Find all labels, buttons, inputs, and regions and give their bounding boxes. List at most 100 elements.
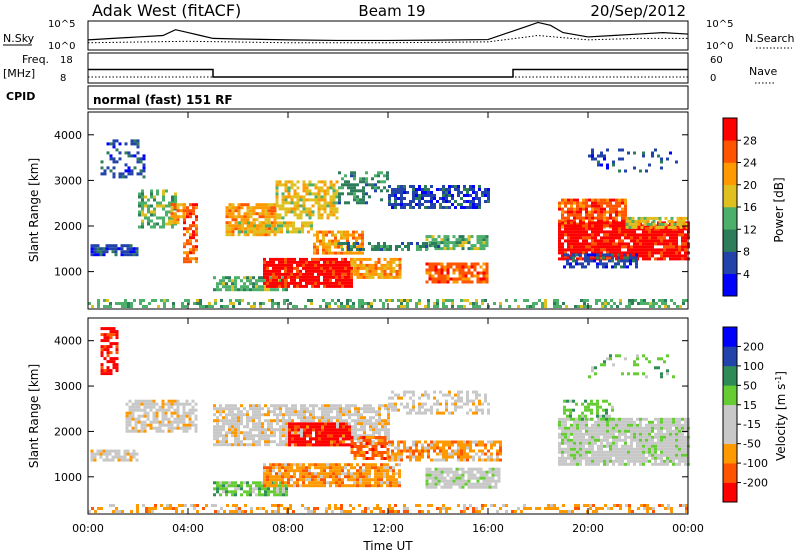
velocity-cell — [428, 470, 432, 474]
power-cell — [347, 242, 350, 245]
velocity-cell — [240, 410, 243, 414]
velocity-cell — [108, 449, 112, 453]
velocity-cell — [112, 363, 116, 367]
power-cell — [681, 248, 684, 252]
velocity-cell — [297, 431, 300, 435]
power-cell — [614, 265, 617, 269]
power-cell — [100, 160, 104, 164]
power-cell — [249, 282, 252, 286]
power-cell — [561, 198, 564, 202]
velocity-cell — [467, 485, 471, 489]
power-cell — [431, 280, 435, 284]
velocity-cell — [334, 507, 337, 510]
power-cell — [127, 151, 131, 155]
power-cell — [388, 200, 391, 203]
power-cell — [673, 225, 677, 229]
velocity-cell — [115, 510, 118, 513]
velocity-cell — [181, 504, 184, 507]
velocity-cell — [670, 510, 673, 513]
velocity-cell — [282, 487, 285, 491]
power-cell — [325, 245, 328, 249]
power-cell — [319, 239, 322, 243]
power-cell — [335, 266, 338, 270]
velocity-cell — [100, 354, 104, 358]
power-cell — [593, 253, 596, 257]
power-cell — [295, 305, 298, 308]
power-cell — [335, 260, 338, 264]
power-cell — [112, 142, 116, 146]
velocity-cell — [325, 507, 328, 510]
power-cell — [284, 186, 288, 190]
power-cell — [572, 259, 575, 263]
power-cell — [139, 169, 143, 173]
velocity-cell — [112, 330, 116, 334]
velocity-cell — [604, 504, 607, 507]
velocity-cell — [109, 369, 113, 373]
power-cell — [133, 166, 137, 170]
power-cell — [234, 279, 237, 283]
velocity-cell — [321, 443, 324, 447]
power-cell — [600, 245, 603, 249]
velocity-cell — [309, 404, 312, 408]
power-cell — [361, 239, 364, 243]
velocity-cell — [383, 481, 386, 485]
power-cell — [269, 278, 272, 282]
velocity-cell — [305, 466, 308, 470]
velocity-cell — [360, 419, 363, 423]
power-cell — [181, 305, 184, 308]
power-cell — [606, 216, 609, 220]
velocity-cell — [389, 475, 392, 479]
power-cell — [642, 248, 645, 252]
power-cell — [618, 242, 621, 246]
power-cell — [220, 305, 223, 308]
power-cell — [606, 224, 609, 228]
power-cell — [428, 274, 432, 278]
power-cell — [570, 227, 573, 231]
velocity-cell — [442, 504, 445, 507]
velocity-cell — [406, 510, 409, 513]
power-cell — [487, 200, 490, 203]
velocity-cell — [350, 466, 353, 470]
power-cell — [153, 198, 156, 202]
velocity-cell — [476, 479, 480, 483]
power-cell — [433, 302, 436, 305]
power-cell — [612, 242, 615, 246]
power-cell — [655, 225, 659, 229]
velocity-cell — [491, 485, 495, 489]
velocity-cell — [323, 475, 326, 479]
power-cell — [127, 154, 131, 158]
power-cell — [314, 284, 317, 288]
power-cell — [264, 288, 267, 292]
velocity-cell — [243, 481, 246, 485]
power-cell — [111, 244, 115, 248]
velocity-cell — [303, 440, 306, 444]
power-cell — [199, 299, 202, 302]
velocity-cell — [299, 463, 302, 467]
power-cell — [359, 201, 362, 205]
noise-line-nsearch — [87, 34, 688, 44]
power-cell — [448, 185, 451, 188]
power-cell — [609, 221, 612, 225]
power-cell — [617, 262, 620, 266]
velocity-cell — [381, 425, 384, 429]
power-cell — [482, 238, 486, 242]
power-cell — [472, 191, 475, 194]
power-cell — [445, 197, 448, 200]
power-cell — [612, 219, 615, 223]
velocity-cell — [237, 487, 240, 491]
power-cell — [317, 186, 321, 190]
velocity-cell — [314, 466, 317, 470]
velocity-cell — [176, 411, 180, 415]
power-cell — [442, 299, 445, 302]
velocity-cell — [285, 484, 288, 488]
velocity-cell — [306, 410, 309, 414]
velocity-cell — [556, 507, 559, 510]
power-cell — [476, 238, 480, 242]
velocity-cell — [455, 467, 459, 471]
power-cell — [575, 262, 578, 266]
velocity-cell — [350, 475, 353, 479]
velocity-cell — [303, 434, 306, 438]
velocity-cell — [91, 507, 94, 510]
power-cell — [266, 281, 269, 285]
power-cell — [341, 269, 344, 273]
